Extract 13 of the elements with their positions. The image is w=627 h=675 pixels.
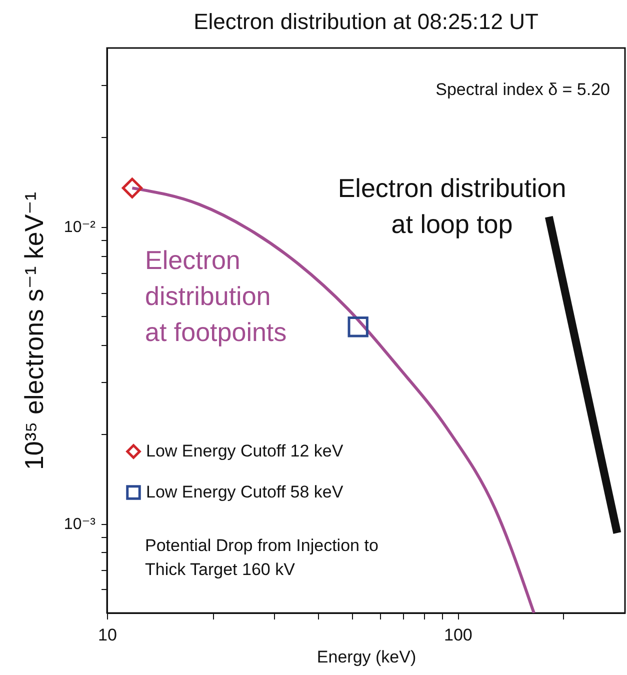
chart-title: Electron distribution at 08:25:12 UT — [194, 9, 538, 34]
series-label: Electron distribution at loop top — [338, 173, 566, 239]
y-tick-label: 10⁻³ — [64, 516, 96, 534]
legend-label: Low Energy Cutoff 12 keV — [146, 442, 344, 460]
series-label: Electron distribution at footpoints — [145, 245, 287, 347]
y-axis-title: 10³⁵ electrons s⁻¹ keV⁻¹ — [18, 192, 49, 470]
x-axis-title: Energy (keV) — [316, 648, 416, 666]
annotation: Potential Drop from Injection to Thick Target 160 kV — [145, 536, 378, 579]
annotation: Spectral index δ = 5.20 — [436, 80, 610, 99]
x-tick-label: 100 — [444, 626, 472, 644]
legend-label: Low Energy Cutoff 58 keV — [146, 482, 344, 502]
y-tick-label: 10⁻² — [64, 219, 96, 236]
x-tick-label: 10 — [98, 626, 117, 644]
